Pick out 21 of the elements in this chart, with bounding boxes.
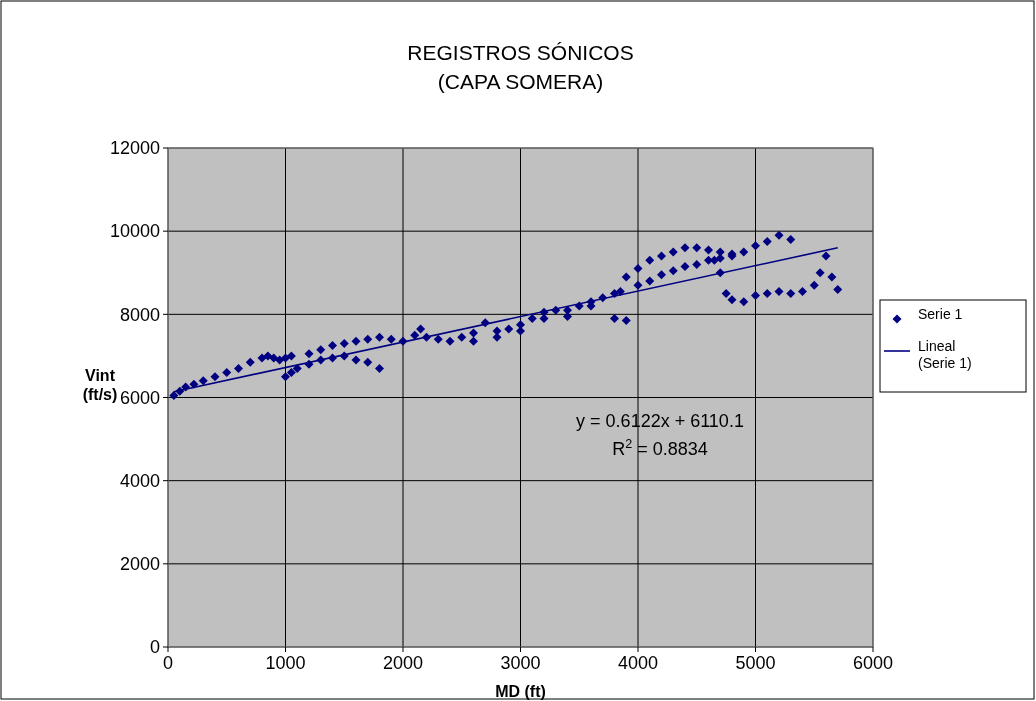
x-axis-title: MD (ft) — [495, 683, 546, 700]
legend-label: Lineal (Serie 1) — [918, 338, 972, 371]
x-tick-label: 2000 — [382, 653, 424, 673]
x-tick-label: 1000 — [265, 653, 306, 673]
y-tick-label: 12000 — [109, 138, 160, 159]
x-tick-label: 5000 — [735, 653, 776, 673]
x-tick-label: 4000 — [617, 653, 659, 673]
chart-title: REGISTROS SÓNICOS (CAPA SOMERA) — [407, 41, 634, 93]
y-axis-title: Vint (ft/s) — [82, 366, 118, 403]
annotation: y = 0.6122x + 6110.1 — [576, 410, 744, 431]
y-tick-label: 6000 — [119, 387, 160, 408]
x-tick-label: 6000 — [852, 653, 894, 673]
x-tick-label: 3000 — [500, 653, 541, 673]
y-tick-label: 10000 — [109, 221, 160, 242]
y-tick-label: 4000 — [119, 470, 160, 491]
y-tick-label: 8000 — [119, 304, 160, 325]
annotation: R$^{2}$ = 0.8834 — [612, 436, 708, 459]
x-tick-label: 0 — [162, 653, 174, 673]
y-tick-label: 2000 — [119, 554, 160, 575]
legend-label: Serie 1 — [918, 306, 963, 322]
y-tick-label: 0 — [149, 637, 160, 658]
